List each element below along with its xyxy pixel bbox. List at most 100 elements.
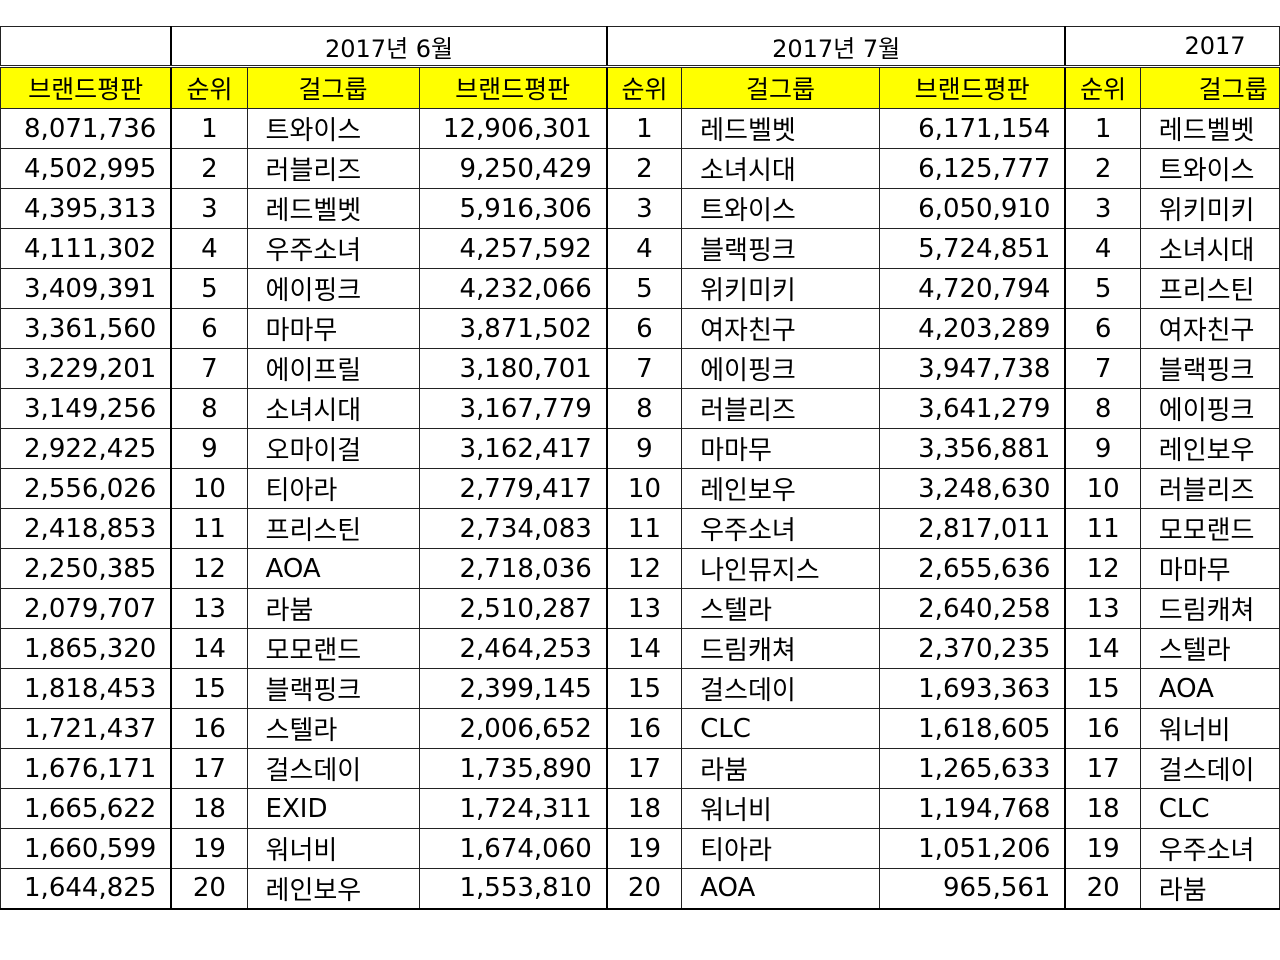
brand-value-june: 2,399,145: [418, 668, 608, 709]
group-next: 우주소녀: [1139, 828, 1280, 869]
brand-value-july: 2,817,011: [878, 508, 1066, 549]
brand-value-july: 2,640,258: [878, 588, 1066, 629]
brand-value-july: 3,947,738: [878, 348, 1066, 389]
group-next: 마마무: [1139, 548, 1280, 589]
table-row: 3,409,391 5 에이핑크 4,232,066 5 위키미키 4,720,794 5 프리…: [0, 268, 1280, 309]
group-july: 스텔라: [681, 588, 880, 629]
table-row: 1,644,825 20 레인보우 1,553,810 20 AOA 965,561 20 라붐: [0, 868, 1280, 910]
group-next: 라붐: [1139, 868, 1280, 910]
header-brand-july: 브랜드평판: [878, 66, 1066, 109]
rank-july: 5: [605, 268, 683, 309]
table-row: 2,079,707 13 라붐 2,510,287 13 스텔라 2,640,258 13 드림…: [0, 588, 1280, 629]
group-june: AOA: [246, 548, 420, 589]
rank-june: 20: [170, 868, 248, 910]
brand-value-july: 4,203,289: [878, 308, 1066, 349]
brand-value-july: 965,561: [878, 868, 1066, 910]
rank-next: 4: [1064, 228, 1141, 269]
group-july: 에이핑크: [681, 348, 880, 389]
rank-next: 7: [1064, 348, 1141, 389]
prev-brand-value: 4,502,995: [0, 148, 172, 189]
group-june: 스텔라: [246, 708, 420, 749]
group-july: 소녀시대: [681, 148, 880, 189]
table-row: 3,149,256 8 소녀시대 3,167,779 8 러블리즈 3,641,279 8 에이…: [0, 388, 1280, 429]
prev-brand-value: 8,071,736: [0, 108, 172, 149]
rank-july: 20: [605, 868, 683, 910]
group-june: 워너비: [246, 828, 420, 869]
table-row: 1,818,453 15 블랙핑크 2,399,145 15 걸스데이 1,693,363 1…: [0, 668, 1280, 709]
prev-brand-value: 1,865,320: [0, 628, 172, 669]
group-next: 스텔라: [1139, 628, 1280, 669]
brand-value-july: 1,194,768: [878, 788, 1066, 829]
table-row: 2,418,853 11 프리스틴 2,734,083 11 우주소녀 2,817,011 1…: [0, 508, 1280, 549]
rank-next: 16: [1064, 708, 1141, 749]
rank-july: 2: [605, 148, 683, 189]
rank-june: 17: [170, 748, 248, 789]
brand-value-june: 1,553,810: [418, 868, 608, 910]
rank-june: 9: [170, 428, 248, 469]
group-june: EXID: [246, 788, 420, 829]
rank-next: 12: [1064, 548, 1141, 589]
header-group-next: 걸그룹: [1139, 66, 1280, 109]
month-header-row: 2017년 6월 2017년 7월 2017: [0, 26, 1280, 68]
group-next: 드림캐쳐: [1139, 588, 1280, 629]
brand-value-june: 3,167,779: [418, 388, 608, 429]
rank-june: 8: [170, 388, 248, 429]
brand-value-june: 1,735,890: [418, 748, 608, 789]
brand-value-july: 6,125,777: [878, 148, 1066, 189]
group-june: 러블리즈: [246, 148, 420, 189]
group-july: CLC: [681, 708, 880, 749]
brand-value-july: 1,693,363: [878, 668, 1066, 709]
table-row: 8,071,736 1 트와이스 12,906,301 1 레드벨벳 6,171,154 1 레…: [0, 108, 1280, 149]
table-row: 2,556,026 10 티아라 2,779,417 10 레인보우 3,248,630 10…: [0, 468, 1280, 509]
brand-value-june: 2,734,083: [418, 508, 608, 549]
group-june: 걸스데이: [246, 748, 420, 789]
prev-brand-value: 2,922,425: [0, 428, 172, 469]
rank-next: 15: [1064, 668, 1141, 709]
group-june: 소녀시대: [246, 388, 420, 429]
group-july: 나인뮤지스: [681, 548, 880, 589]
group-next: 레인보우: [1139, 428, 1280, 469]
group-july: 위키미키: [681, 268, 880, 309]
prev-brand-value: 2,079,707: [0, 588, 172, 629]
brand-value-june: 9,250,429: [418, 148, 608, 189]
brand-value-july: 1,265,633: [878, 748, 1066, 789]
rank-june: 1: [170, 108, 248, 149]
group-june: 레드벨벳: [246, 188, 420, 229]
prev-brand-value: 3,409,391: [0, 268, 172, 309]
group-june: 우주소녀: [246, 228, 420, 269]
rank-july: 1: [605, 108, 683, 149]
brand-value-june: 4,257,592: [418, 228, 608, 269]
header-rank-june: 순위: [170, 66, 248, 109]
table-row: 1,676,171 17 걸스데이 1,735,890 17 라붐 1,265,633 17 걸…: [0, 748, 1280, 789]
table-row: 1,660,599 19 워너비 1,674,060 19 티아라 1,051,206 19 우…: [0, 828, 1280, 869]
prev-brand-value: 1,676,171: [0, 748, 172, 789]
group-next: 에이핑크: [1139, 388, 1280, 429]
rank-june: 10: [170, 468, 248, 509]
brand-value-june: 1,674,060: [418, 828, 608, 869]
rank-july: 4: [605, 228, 683, 269]
rank-june: 15: [170, 668, 248, 709]
prev-brand-value: 2,418,853: [0, 508, 172, 549]
ranking-spreadsheet: 2017년 6월 2017년 7월 2017 브랜드평판 순위 걸그룹 브랜드평…: [0, 26, 1280, 910]
group-june: 오마이걸: [246, 428, 420, 469]
rank-june: 16: [170, 708, 248, 749]
month-cell-blank: [0, 26, 172, 68]
brand-value-july: 3,356,881: [878, 428, 1066, 469]
brand-value-july: 6,171,154: [878, 108, 1066, 149]
group-next: 프리스틴: [1139, 268, 1280, 309]
rank-june: 5: [170, 268, 248, 309]
rank-next: 11: [1064, 508, 1141, 549]
group-july: 마마무: [681, 428, 880, 469]
group-july: 여자친구: [681, 308, 880, 349]
rank-june: 13: [170, 588, 248, 629]
table-row: 4,502,995 2 러블리즈 9,250,429 2 소녀시대 6,125,777 2 트와…: [0, 148, 1280, 189]
rank-next: 13: [1064, 588, 1141, 629]
group-june: 라붐: [246, 588, 420, 629]
brand-value-june: 3,871,502: [418, 308, 608, 349]
rank-june: 7: [170, 348, 248, 389]
rank-next: 14: [1064, 628, 1141, 669]
group-july: 블랙핑크: [681, 228, 880, 269]
month-next: 2017: [1064, 26, 1280, 68]
rank-july: 18: [605, 788, 683, 829]
table-row: 4,395,313 3 레드벨벳 5,916,306 3 트와이스 6,050,910 3 위키…: [0, 188, 1280, 229]
